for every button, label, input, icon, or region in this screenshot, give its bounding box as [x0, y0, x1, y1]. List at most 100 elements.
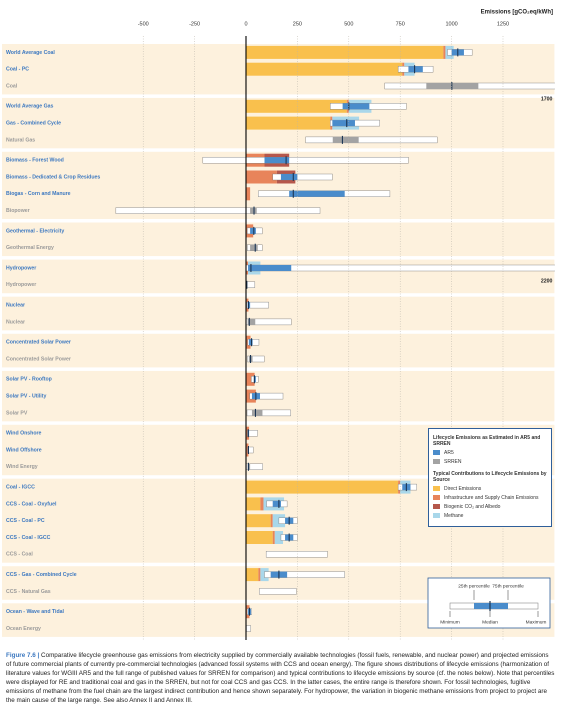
contribution-segment: [260, 497, 264, 511]
range-box: [246, 264, 555, 272]
row-label: Coal - PC: [6, 67, 29, 73]
legend-title: Lifecycle Emissions as Estimated in AR5 …: [433, 435, 541, 447]
x-tick-label: 0: [244, 21, 247, 27]
percentile-box: [272, 500, 281, 507]
legend-item: Methane: [433, 513, 547, 519]
contribution-segment: [245, 62, 403, 76]
row-label: Biopower: [6, 208, 30, 214]
contribution-segment: [270, 514, 273, 528]
group-band: [2, 222, 555, 257]
percentile-box: [251, 409, 263, 416]
legend-label: Methane: [444, 513, 464, 519]
contribution-segment: [245, 568, 259, 582]
contribution-segment: [258, 568, 261, 582]
row-label: Geothermal - Electricity: [6, 228, 64, 234]
range-box: [305, 136, 438, 144]
row-label: Wind Offshore: [6, 447, 42, 453]
legend-swatch: [433, 459, 440, 464]
max-label: 2200: [541, 278, 553, 284]
row-label: Wind Onshore: [6, 431, 42, 437]
percentile-box: [332, 120, 355, 127]
row-label: Coal - IGCC: [6, 484, 35, 490]
row-label: Biomass - Forest Wood: [6, 158, 64, 164]
x-tick-label: 1250: [497, 21, 509, 27]
legend-item: Infrastructure and Supply Chain Emission…: [433, 495, 547, 501]
range-box: [259, 588, 297, 595]
group-band: [2, 333, 555, 368]
percentile-box: [289, 190, 345, 197]
caption: Figure 7.6 | Comparative lifecycle green…: [6, 652, 555, 706]
row-label: Nuclear: [6, 302, 25, 308]
percentile-box: [342, 103, 370, 110]
row-label: Solar PV - Utility: [6, 393, 46, 399]
range-box: [246, 409, 291, 417]
legend-item: SRREN: [433, 459, 547, 465]
contribution-segment: [245, 443, 249, 457]
row-label: CCS - Natural Gas: [6, 589, 51, 595]
legend-label: Biogenic CO₂ and Albedo: [444, 504, 501, 510]
row-label: CCS - Coal: [6, 552, 33, 558]
row-label: World Average Gas: [6, 104, 53, 110]
percentile-box: [280, 174, 298, 180]
percentile-box: [248, 339, 253, 346]
row-label: Hydropower: [6, 282, 36, 288]
percentile-box: [250, 227, 256, 234]
caption-text: Comparative lifecycle greenhouse gas emi…: [6, 652, 555, 704]
percentile-box: [248, 265, 292, 271]
row-label: World Average Coal: [6, 50, 55, 56]
row-label: CCS - Coal - IGCC: [6, 535, 51, 541]
key-label: 75th percentile: [492, 583, 524, 589]
row-label: Gas - Combined Cycle: [6, 120, 61, 126]
row-label: Concentrated Solar Power: [6, 340, 71, 346]
group-band: [2, 296, 555, 331]
range-box: [272, 173, 333, 181]
caption-label: Figure 7.6 |: [6, 652, 40, 659]
contribution-segment: [245, 116, 331, 130]
range-box: [202, 156, 409, 164]
contribution-segment: [245, 480, 399, 494]
legend-swatch: [433, 486, 440, 491]
percentile-box: [264, 157, 290, 164]
key-label: 25th percentile: [458, 583, 490, 589]
key-label: Minimum: [440, 619, 459, 625]
legend-swatch: [433, 504, 440, 509]
contribution-segment: [245, 45, 444, 59]
legend-label: Direct Emissions: [444, 486, 482, 492]
legend-swatch: [433, 513, 440, 518]
legend-label: AR5: [444, 450, 454, 456]
key-percentile: [474, 603, 508, 609]
range-box: [247, 446, 254, 454]
row-label: Coal: [6, 83, 18, 89]
legend: Lifecycle Emissions as Estimated in AR5 …: [428, 428, 552, 527]
chart: Emissions [gCO₂eq/kWh] -500 -250 0 250 500 75…: [2, 10, 555, 640]
range-box: [247, 339, 260, 346]
percentile-box: [250, 207, 257, 214]
row-label: Biogas - Corn and Manure: [6, 191, 71, 197]
range-box: [264, 571, 345, 578]
x-tick-label: -250: [189, 21, 200, 27]
legend-swatch: [433, 495, 440, 500]
range-box: [247, 355, 265, 363]
contribution-segment: [245, 99, 347, 113]
range-box: [246, 625, 251, 632]
row-label: CCS - Coal - Oxyfuel: [6, 501, 57, 507]
range-box: [115, 207, 321, 214]
x-tick-label: 500: [344, 21, 353, 27]
row-label: CCS - Coal - PC: [6, 518, 45, 524]
range-box: [246, 301, 269, 309]
contribution-segment: [245, 531, 273, 544]
legend-label: SRREN: [444, 459, 462, 465]
group-band: [2, 259, 555, 294]
row-label: Solar PV - Rooftop: [6, 377, 52, 383]
range-box: [249, 392, 284, 400]
legend-swatch: [433, 450, 440, 455]
legend-label: Infrastructure and Supply Chain Emission…: [444, 495, 539, 501]
x-tick-label: 1000: [445, 21, 457, 27]
x-tick-label: -500: [138, 21, 149, 27]
row-label: Hydropower: [6, 265, 36, 271]
contribution-segment: [272, 531, 275, 544]
key-label: Median: [482, 619, 498, 625]
contribution-segment: [245, 497, 261, 511]
row-label: Solar PV: [6, 410, 28, 416]
